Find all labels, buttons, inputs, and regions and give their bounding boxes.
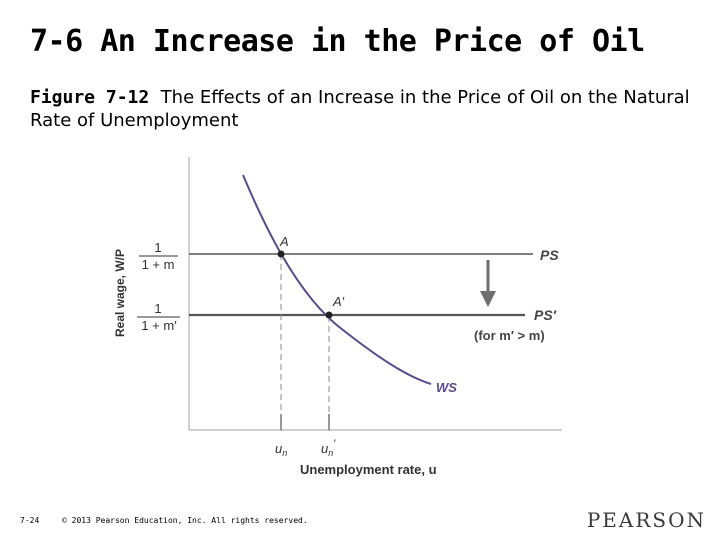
- ps-prime-label: PS′: [534, 307, 557, 323]
- x-axis-label: Unemployment rate, u: [300, 462, 437, 477]
- ps-fraction-numerator: 1: [154, 240, 161, 255]
- un-tick-label: un: [275, 441, 287, 458]
- ws-curve: [242, 174, 432, 385]
- figure-caption: Figure 7-12 The Effects of an Increase i…: [30, 86, 710, 132]
- y-axis-label: Real wage, W/P: [113, 249, 127, 337]
- slide-title: 7-6 An Increase in the Price of Oil: [30, 24, 645, 59]
- figure-caption-text: The Effects of an Increase in the Price …: [30, 87, 690, 131]
- figure-label: Figure 7-12: [30, 87, 150, 108]
- ws-label: WS: [436, 380, 457, 395]
- ps-prime-fraction-denominator: 1 + m′: [141, 318, 177, 333]
- ps-prime-note: (for m′ > m): [474, 328, 545, 343]
- point-a: [277, 250, 285, 258]
- point-a-prime: [325, 311, 333, 319]
- ps-prime-fraction-numerator: 1: [154, 301, 161, 316]
- slide-number: 7-24: [20, 516, 40, 525]
- ps-label: PS: [540, 247, 559, 263]
- un-prime-tick-label: un′: [321, 438, 336, 458]
- point-a-prime-label: A′: [332, 294, 345, 309]
- pearson-logo: PEARSON: [586, 508, 706, 532]
- point-a-label: A: [279, 234, 289, 249]
- copyright-notice: © 2013 Pearson Education, Inc. All right…: [62, 516, 308, 525]
- ps-fraction-denominator: 1 + m: [142, 257, 175, 272]
- shift-down-arrow: [480, 260, 496, 307]
